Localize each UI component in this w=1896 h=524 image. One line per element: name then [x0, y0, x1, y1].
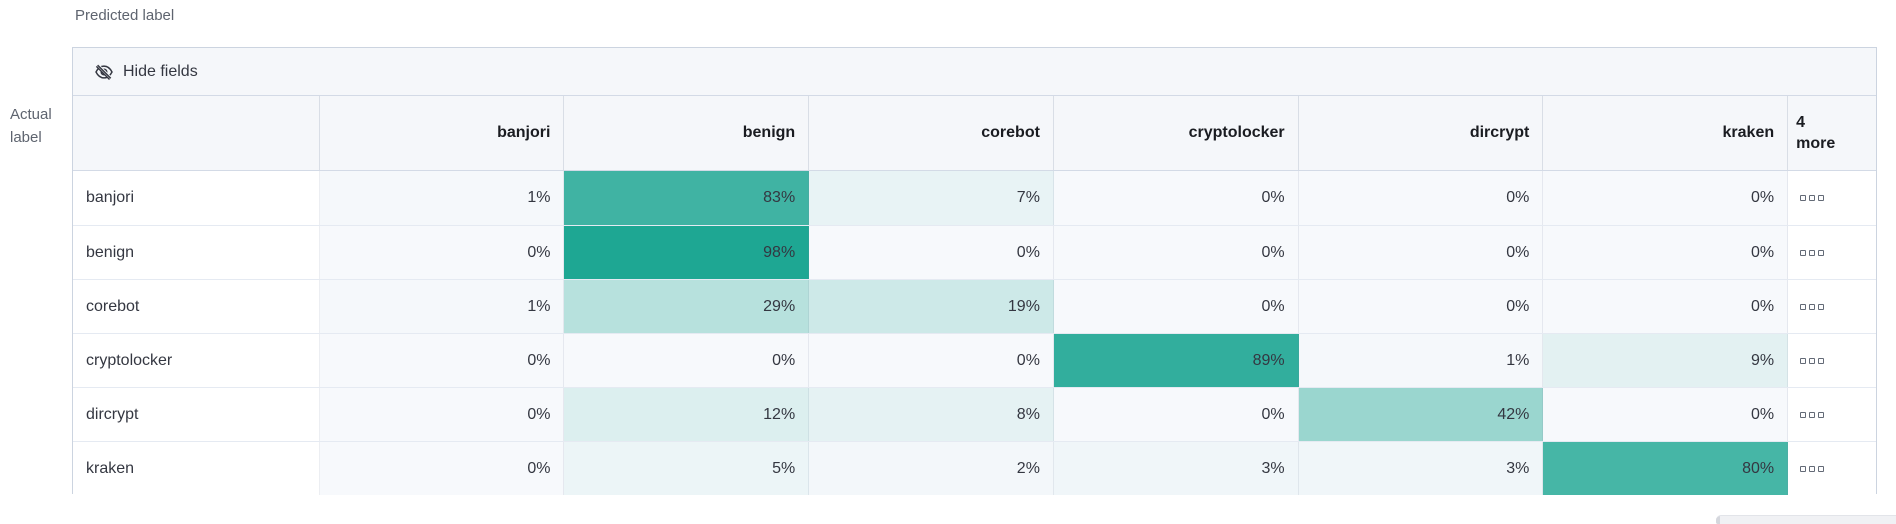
value-cell-cryptolocker-dircrypt: 1% [1298, 334, 1544, 387]
value-cell-banjori-banjori: 1% [319, 171, 565, 225]
value-cell-banjori-benign: 83% [564, 171, 810, 225]
row-actions-cell [1788, 171, 1877, 225]
value-cell-corebot-banjori: 1% [319, 280, 565, 333]
value-cell-banjori-kraken: 0% [1543, 171, 1789, 225]
row-label-cell: cryptolocker [73, 334, 320, 387]
grid-body: banjori 1% 83% 7% 0% 0% 0% benign 0% 98% 0% 0% 0% 0% c… [73, 171, 1877, 495]
column-header-corebot[interactable]: corebot [809, 96, 1054, 170]
more-columns-count: 4 [1796, 114, 1806, 131]
value-cell-kraken-banjori: 0% [319, 442, 565, 495]
grid-row-banjori: banjori 1% 83% 7% 0% 0% 0% [73, 171, 1877, 225]
grid-toolbar: Hide fields [73, 48, 1876, 96]
boxes-horizontal-icon[interactable] [1798, 410, 1826, 420]
row-label-cell: benign [73, 226, 320, 279]
value-cell-kraken-corebot: 2% [809, 442, 1054, 495]
row-label-cell: banjori [73, 171, 320, 225]
column-header-cryptolocker[interactable]: cryptolocker [1054, 96, 1299, 170]
actual-axis-label-line1: Actual [10, 106, 52, 123]
boxes-horizontal-icon[interactable] [1798, 464, 1826, 474]
value-cell-benign-kraken: 0% [1543, 226, 1789, 279]
grid-row-corebot: corebot 1% 29% 19% 0% 0% 0% [73, 279, 1877, 333]
hide-fields-button[interactable]: Hide fields [84, 56, 208, 88]
value-cell-dircrypt-dircrypt: 42% [1298, 388, 1544, 441]
row-actions-cell [1788, 442, 1877, 495]
boxes-horizontal-icon[interactable] [1798, 248, 1826, 258]
value-cell-dircrypt-benign: 12% [564, 388, 810, 441]
value-cell-dircrypt-banjori: 0% [319, 388, 565, 441]
value-cell-cryptolocker-kraken: 9% [1543, 334, 1789, 387]
eye-closed-icon [94, 62, 114, 82]
row-label-cell: dircrypt [73, 388, 320, 441]
value-cell-benign-corebot: 0% [809, 226, 1054, 279]
value-cell-dircrypt-kraken: 0% [1543, 388, 1789, 441]
row-actions-cell [1788, 280, 1877, 333]
value-cell-kraken-kraken: 80% [1543, 442, 1789, 495]
value-cell-dircrypt-corebot: 8% [809, 388, 1054, 441]
value-cell-kraken-cryptolocker: 3% [1053, 442, 1299, 495]
value-cell-corebot-benign: 29% [564, 280, 810, 333]
grid-row-dircrypt: dircrypt 0% 12% 8% 0% 42% 0% [73, 387, 1877, 441]
boxes-horizontal-icon[interactable] [1798, 302, 1826, 312]
column-header-kraken[interactable]: kraken [1543, 96, 1789, 170]
row-label-cell: kraken [73, 442, 320, 495]
value-cell-banjori-corebot: 7% [809, 171, 1054, 225]
boxes-horizontal-icon[interactable] [1798, 193, 1826, 203]
row-label-column-header [73, 96, 320, 170]
grid-row-benign: benign 0% 98% 0% 0% 0% 0% [73, 225, 1877, 279]
value-cell-dircrypt-cryptolocker: 0% [1053, 388, 1299, 441]
more-columns-header[interactable]: 4 more [1788, 96, 1876, 170]
column-header-dircrypt[interactable]: dircrypt [1299, 96, 1544, 170]
column-header-banjori[interactable]: banjori [320, 96, 565, 170]
value-cell-kraken-dircrypt: 3% [1298, 442, 1544, 495]
value-cell-benign-benign: 98% [564, 226, 810, 279]
value-cell-corebot-cryptolocker: 0% [1053, 280, 1299, 333]
grid-row-kraken: kraken 0% 5% 2% 3% 3% 80% [73, 441, 1877, 495]
row-label-cell: corebot [73, 280, 320, 333]
value-cell-benign-cryptolocker: 0% [1053, 226, 1299, 279]
value-cell-banjori-dircrypt: 0% [1298, 171, 1544, 225]
value-cell-corebot-kraken: 0% [1543, 280, 1789, 333]
value-cell-cryptolocker-cryptolocker: 89% [1053, 334, 1299, 387]
value-cell-corebot-corebot: 19% [809, 280, 1054, 333]
actual-axis-label: Actual label [10, 103, 66, 149]
value-cell-cryptolocker-corebot: 0% [809, 334, 1054, 387]
column-header-benign[interactable]: benign [564, 96, 810, 170]
grid-row-cryptolocker: cryptolocker 0% 0% 0% 89% 1% 9% [73, 333, 1877, 387]
value-cell-cryptolocker-benign: 0% [564, 334, 810, 387]
value-cell-banjori-cryptolocker: 0% [1053, 171, 1299, 225]
boxes-horizontal-icon[interactable] [1798, 356, 1826, 366]
value-cell-kraken-benign: 5% [564, 442, 810, 495]
value-cell-corebot-dircrypt: 0% [1298, 280, 1544, 333]
row-actions-cell [1788, 388, 1877, 441]
value-cell-benign-banjori: 0% [319, 226, 565, 279]
hide-fields-label: Hide fields [123, 62, 198, 80]
row-actions-cell [1788, 334, 1877, 387]
horizontal-scrollbar[interactable] [1716, 515, 1896, 524]
confusion-matrix-grid: Hide fields banjori benign corebot cryptolo… [72, 47, 1877, 495]
row-actions-cell [1788, 226, 1877, 279]
more-columns-word: more [1796, 135, 1836, 152]
value-cell-cryptolocker-banjori: 0% [319, 334, 565, 387]
value-cell-benign-dircrypt: 0% [1298, 226, 1544, 279]
predicted-axis-label: Predicted label [75, 7, 175, 24]
actual-axis-label-line2: label [10, 129, 42, 146]
grid-header-row: banjori benign corebot cryptolocker dircrypt… [73, 96, 1876, 171]
